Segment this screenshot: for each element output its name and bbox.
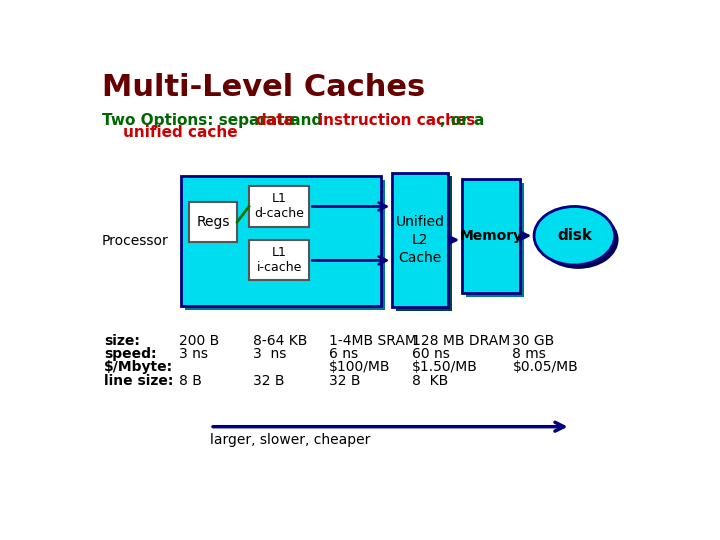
Text: disk: disk <box>557 228 592 243</box>
Text: Multi-Level Caches: Multi-Level Caches <box>102 72 425 102</box>
Text: 6 ns: 6 ns <box>329 347 358 361</box>
Text: unified cache: unified cache <box>102 125 238 140</box>
Text: 200 B: 200 B <box>179 334 220 348</box>
FancyBboxPatch shape <box>189 202 238 242</box>
Ellipse shape <box>538 211 618 269</box>
Text: Processor: Processor <box>102 234 168 248</box>
Text: speed:: speed: <box>104 347 156 361</box>
Text: Unified
L2
Cache: Unified L2 Cache <box>396 214 445 265</box>
Text: 32 B: 32 B <box>329 374 360 388</box>
Text: 30 GB: 30 GB <box>513 334 554 348</box>
Text: 3  ns: 3 ns <box>253 347 286 361</box>
Text: , or a: , or a <box>441 112 485 127</box>
Text: 3 ns: 3 ns <box>179 347 208 361</box>
Text: 1-4MB SRAM: 1-4MB SRAM <box>329 334 417 348</box>
Text: $1.50/MB: $1.50/MB <box>412 361 477 374</box>
Text: 32 B: 32 B <box>253 374 284 388</box>
FancyBboxPatch shape <box>249 240 310 280</box>
FancyBboxPatch shape <box>181 177 382 306</box>
Text: 8 ms: 8 ms <box>513 347 546 361</box>
Text: 128 MB DRAM: 128 MB DRAM <box>412 334 510 348</box>
FancyBboxPatch shape <box>249 186 310 226</box>
Text: Regs: Regs <box>197 215 230 229</box>
Ellipse shape <box>534 206 615 265</box>
Text: larger, slower, cheaper: larger, slower, cheaper <box>210 433 371 447</box>
Text: instruction caches: instruction caches <box>318 112 476 127</box>
Text: and: and <box>285 112 328 127</box>
Text: 60 ns: 60 ns <box>412 347 449 361</box>
Text: 8-64 KB: 8-64 KB <box>253 334 307 348</box>
Text: size:: size: <box>104 334 140 348</box>
Text: 8  KB: 8 KB <box>412 374 448 388</box>
Text: L1
i-cache: L1 i-cache <box>256 246 302 274</box>
Text: line size:: line size: <box>104 374 174 388</box>
Text: $0.05/MB: $0.05/MB <box>513 361 578 374</box>
Text: Two Options: separate: Two Options: separate <box>102 112 300 127</box>
Text: $/Mbyte:: $/Mbyte: <box>104 361 173 374</box>
Text: $100/MB: $100/MB <box>329 361 390 374</box>
Text: L1
d-cache: L1 d-cache <box>254 192 304 220</box>
Text: 8 B: 8 B <box>179 374 202 388</box>
Text: data: data <box>256 112 294 127</box>
FancyBboxPatch shape <box>466 183 524 296</box>
FancyBboxPatch shape <box>396 177 452 311</box>
FancyBboxPatch shape <box>462 179 520 293</box>
FancyBboxPatch shape <box>185 180 385 309</box>
FancyBboxPatch shape <box>392 173 448 307</box>
Text: Memory: Memory <box>459 229 523 243</box>
